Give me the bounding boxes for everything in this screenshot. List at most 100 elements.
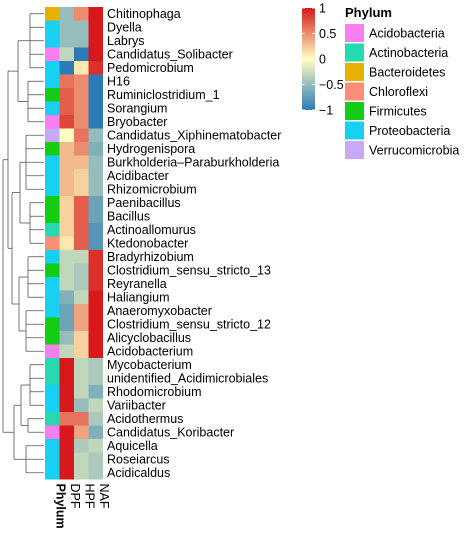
heatmap-cell: [59, 47, 74, 61]
row-labels: ChitinophagaDyellaLabrysCandidatus_Solib…: [107, 7, 281, 480]
row-label: Candidatus_Xiphinematobacter: [107, 129, 281, 143]
phylum-cell: [45, 398, 60, 412]
legend-swatch: [345, 141, 364, 159]
legend-entry: Bacteroidetes: [369, 66, 445, 80]
heatmap-cell: [59, 317, 74, 331]
heatmap-cell: [74, 169, 89, 183]
heatmap-cell: [88, 155, 103, 169]
row-label: Labrys: [107, 34, 145, 48]
heatmap-cell: [88, 47, 103, 61]
heatmap-cell: [59, 385, 74, 399]
phylum-cell: [45, 344, 60, 358]
legend-swatch: [345, 121, 364, 140]
row-label: Hydrogenispora: [107, 142, 195, 156]
phylum-cell: [45, 371, 60, 385]
heatmap-cell: [88, 412, 103, 426]
phylum-cell: [45, 290, 60, 304]
legend-swatch: [345, 24, 364, 42]
colorbar-tick-label: 1: [319, 2, 326, 16]
row-label: H16: [107, 75, 130, 89]
heatmap-cell: [74, 142, 89, 156]
heatmap-cell: [74, 425, 89, 439]
row-label: Ktedonobacter: [107, 237, 188, 251]
heatmap-cell: [74, 236, 89, 250]
row-label: Chitinophaga: [107, 7, 181, 21]
heatmap-cell: [59, 412, 74, 426]
row-label: unidentified_Acidimicrobiales: [107, 372, 268, 386]
heatmap-cell: [88, 331, 103, 345]
column-label: NAF: [97, 484, 111, 509]
phylum-cell: [45, 88, 60, 102]
row-label: Ruminiclostridium_1: [107, 88, 220, 102]
heatmap-cell: [74, 358, 89, 372]
heatmap-cells: [45, 7, 103, 480]
row-label: Haliangium: [107, 291, 170, 305]
phylum-cell: [45, 169, 60, 183]
row-label: Acidobacterium: [107, 345, 193, 359]
phylum-cell: [45, 466, 60, 480]
heatmap-cell: [88, 250, 103, 264]
legend-entry: Chloroflexi: [369, 85, 428, 99]
heatmap-cell: [59, 155, 74, 169]
heatmap-cell: [88, 7, 103, 21]
heatmap-cell: [74, 290, 89, 304]
heatmap-cell: [88, 425, 103, 439]
phylum-cell: [45, 317, 60, 331]
phylum-cell: [45, 223, 60, 237]
legend-swatch: [345, 102, 364, 120]
heatmap-cell: [88, 115, 103, 129]
heatmap-cell: [59, 142, 74, 156]
heatmap-cell: [74, 223, 89, 237]
heatmap-cell: [59, 358, 74, 372]
phylum-cell: [45, 182, 60, 196]
legend-entry: Verrucomicrobia: [369, 144, 459, 158]
row-label: Acidicaldus: [107, 466, 170, 480]
phylum-cell: [45, 142, 60, 156]
heatmap-cell: [74, 115, 89, 129]
heatmap-cell: [59, 128, 74, 142]
heatmap-cell: [59, 250, 74, 264]
heatmap-cell: [88, 34, 103, 48]
heatmap-cell: [74, 277, 89, 291]
phylum-cell: [45, 425, 60, 439]
heatmap-cell: [74, 466, 89, 480]
row-label: Bryobacter: [107, 115, 167, 129]
heatmap-cell: [74, 331, 89, 345]
heatmap-cell: [88, 398, 103, 412]
heatmap-cell: [74, 439, 89, 453]
heatmap-cell: [74, 263, 89, 277]
heatmap-cell: [88, 277, 103, 291]
phylum-cell: [45, 61, 60, 75]
heatmap-cell: [88, 182, 103, 196]
row-label: Acidibacter: [107, 169, 169, 183]
heatmap-cell: [88, 128, 103, 142]
row-label: Bacillus: [107, 210, 150, 224]
heatmap-cell: [74, 304, 89, 318]
phylum-cell: [45, 34, 60, 48]
heatmap-cell: [59, 115, 74, 129]
heatmap-cell: [88, 223, 103, 237]
column-label: HPF: [82, 484, 96, 509]
row-label: Clostridium_sensu_stricto_13: [107, 264, 271, 278]
heatmap-cell: [88, 466, 103, 480]
phylum-cell: [45, 47, 60, 61]
phylum-cell: [45, 452, 60, 466]
row-label: Alicyclobacillus: [107, 331, 191, 345]
heatmap-cell: [88, 344, 103, 358]
heatmap-cell: [74, 398, 89, 412]
heatmap-cell: [74, 88, 89, 102]
heatmap-cell: [88, 290, 103, 304]
legend-swatch: [345, 43, 364, 62]
heatmap-cell: [88, 142, 103, 156]
row-label: Acidothermus: [107, 412, 183, 426]
heatmap-cell: [74, 209, 89, 223]
row-label: Dyella: [107, 21, 142, 35]
heatmap-cell: [74, 128, 89, 142]
phylum-cell: [45, 115, 60, 129]
heatmap-cell: [88, 439, 103, 453]
row-dendrogram: [2, 13, 44, 474]
heatmap-cell: [59, 196, 74, 210]
heatmap-cell: [88, 209, 103, 223]
legend-entry: Firmicutes: [369, 105, 427, 119]
heatmap-cell: [88, 263, 103, 277]
